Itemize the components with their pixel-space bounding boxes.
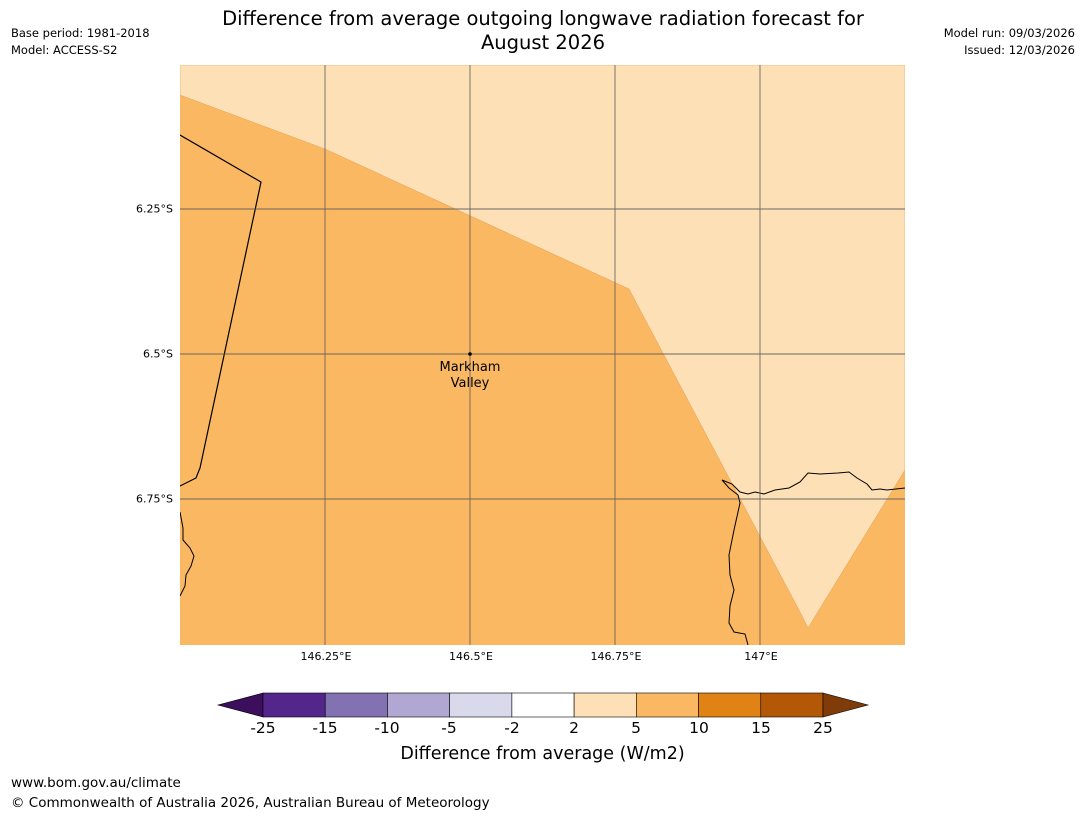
model-name: Model: ACCESS-S2 (11, 43, 118, 57)
coastline-west (180, 511, 195, 597)
colorbar-tick-label: 5 (631, 719, 641, 737)
place-label: Markham Valley (420, 360, 520, 392)
colorbar-tick-label: -5 (441, 719, 457, 737)
title-line-1: Difference from average outgoing longwav… (222, 7, 864, 30)
lon-label: 146.75°E (590, 650, 642, 663)
colorbar-extend-right (822, 692, 870, 718)
issued-date: Issued: 12/03/2026 (964, 43, 1075, 57)
lat-label: 6.75°S (136, 492, 173, 506)
place-marker (468, 352, 472, 356)
colorbar-extend-left (216, 692, 264, 718)
lon-label: 146.25°E (300, 650, 352, 663)
colorbar-tick-label: 15 (751, 719, 771, 737)
colorbar-tick-label: 10 (689, 719, 709, 737)
gridlines (180, 65, 905, 645)
colorbar-segment (387, 692, 450, 718)
place-name-line-2: Valley (450, 376, 490, 391)
lat-label: 6.25°S (136, 202, 173, 216)
lat-label: 6.5°S (143, 347, 173, 361)
border-line (180, 134, 262, 487)
colorbar-segment (449, 692, 513, 718)
coastline-east (721, 471, 905, 645)
colorbar-tick-label: -25 (250, 719, 276, 737)
colorbar-tick-label: -10 (374, 719, 400, 737)
colorbar-tick-label: 2 (569, 719, 579, 737)
meta-left: Base period: 1981-2018 Model: ACCESS-S2 (11, 25, 150, 59)
colorbar-segment (573, 692, 637, 718)
colorbar-tick-label: -2 (504, 719, 520, 737)
lon-label: 147°E (744, 650, 778, 663)
colorbar-segment (511, 692, 575, 718)
colorbar-segment (698, 692, 762, 718)
colorbar-tick-label: 25 (813, 719, 833, 737)
colorbar-segment (760, 692, 824, 718)
colorbar-label: Difference from average (W/m2) (400, 744, 685, 764)
title-line-2: August 2026 (480, 31, 606, 54)
base-period: Base period: 1981-2018 (11, 26, 150, 40)
model-run: Model run: 09/03/2026 (943, 26, 1075, 40)
colorbar-tick-label: -15 (312, 719, 338, 737)
colorbar-segment (262, 692, 326, 718)
meta-right: Model run: 09/03/2026 Issued: 12/03/2026 (944, 25, 1075, 59)
footer-copyright: © Commonwealth of Australia 2026, Austra… (11, 795, 490, 811)
colorbar-segment (324, 692, 388, 718)
lon-label: 146.5°E (449, 650, 493, 663)
light-orange-region (180, 65, 905, 629)
place-name-line-1: Markham (439, 360, 501, 375)
colorbar-segment (636, 692, 699, 718)
chart-title: Difference from average outgoing longwav… (192, 7, 894, 55)
footer-url[interactable]: www.bom.gov.au/climate (11, 775, 181, 791)
